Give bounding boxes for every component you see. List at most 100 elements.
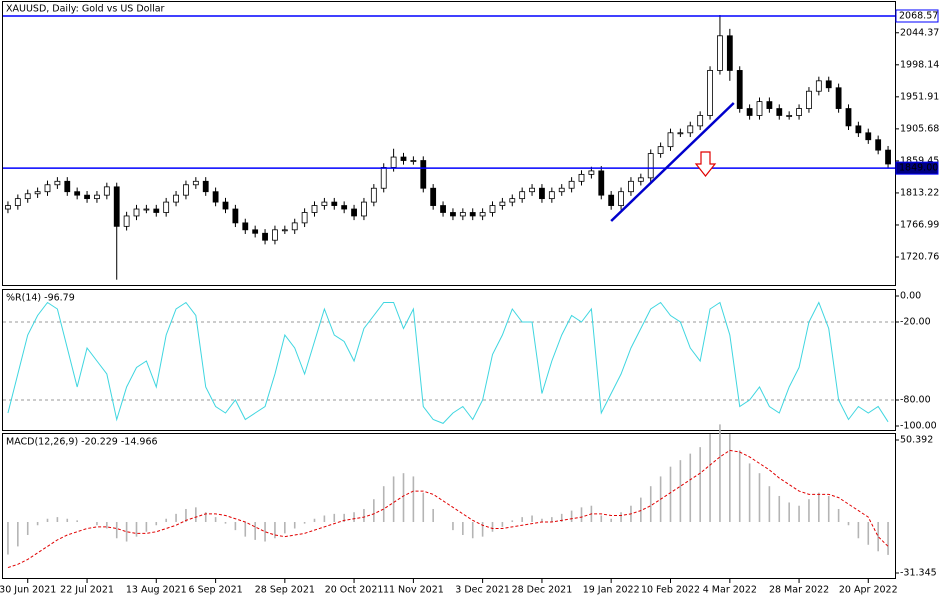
candle-body	[163, 201, 170, 213]
candle-body	[499, 201, 506, 206]
candle-body	[94, 194, 100, 200]
candle-body	[34, 191, 41, 195]
candle-body	[548, 191, 555, 200]
candle-body	[618, 191, 624, 206]
candle-body	[885, 149, 891, 165]
candle-body	[746, 108, 753, 116]
candle-body	[153, 208, 160, 213]
candle-body	[450, 212, 456, 217]
candle-body	[281, 229, 288, 232]
candle-body	[430, 187, 437, 206]
x-tick-label: 28 Dec 2021	[512, 585, 573, 596]
x-tick-label: 22 Jul 2021	[60, 585, 114, 596]
candle-body	[252, 229, 259, 234]
candle-body	[647, 153, 654, 179]
y-tick-label: -80.00	[900, 394, 931, 405]
candle-body	[262, 232, 268, 241]
candle-body	[361, 201, 367, 217]
candle-body	[143, 208, 150, 211]
x-tick-label: 20 Apr 2022	[839, 585, 898, 596]
candle-body	[519, 191, 526, 200]
candle-body	[707, 70, 713, 116]
candle-body	[806, 90, 812, 109]
candle-body	[766, 101, 773, 109]
candle-body	[272, 229, 278, 241]
candle-body	[341, 205, 348, 210]
x-tick-label: 28 Mar 2022	[769, 585, 829, 596]
price-panel	[2, 1, 896, 286]
candle-body	[390, 156, 397, 168]
x-tick-label: 30 Jun 2021	[0, 585, 56, 596]
chart-title: XAUUSD, Daily: Gold vs US Dollar	[6, 4, 165, 15]
candle-body	[84, 194, 90, 200]
candle-body	[192, 180, 199, 186]
candle-body	[687, 125, 694, 134]
y-tick-label: 2044.37	[900, 27, 939, 38]
x-tick-label: 13 Aug 2021	[126, 585, 187, 596]
candle-body	[202, 180, 209, 193]
candle-body	[133, 208, 140, 217]
candle-body	[400, 156, 407, 161]
candle-body	[351, 208, 357, 217]
candle-body	[726, 35, 733, 71]
candle-body	[539, 187, 545, 200]
candle-body	[14, 198, 21, 206]
candle-body	[459, 212, 466, 217]
candle-body	[370, 187, 377, 203]
candle-body	[321, 201, 328, 206]
candle-body	[420, 160, 427, 189]
candle-body	[657, 146, 664, 154]
sell-arrow	[694, 151, 717, 177]
candle-body	[835, 87, 842, 109]
x-tick-label: 6 Sep 2021	[189, 585, 243, 596]
candle-body	[736, 70, 743, 109]
candle-body	[825, 80, 832, 89]
candle-body	[5, 205, 11, 210]
x-tick-label: 19 Jan 2022	[583, 585, 640, 596]
candle-body	[489, 205, 496, 213]
x-tick-label: 3 Dec 2021	[455, 585, 510, 596]
candle-body	[677, 132, 684, 135]
candle-body	[24, 193, 31, 200]
candle-body	[667, 132, 674, 148]
y-tick-label: 50.392	[900, 435, 933, 446]
candle-body	[509, 198, 516, 203]
wpr-panel	[2, 289, 896, 431]
x-tick-label: 28 Sep 2021	[255, 585, 315, 596]
wpr-line	[7, 301, 889, 424]
candle-body	[183, 184, 189, 196]
macd-panel	[2, 433, 896, 579]
candle-body	[628, 180, 634, 193]
candle-body	[242, 222, 249, 231]
candle-body	[865, 132, 872, 141]
indicator-label: %R(14) -96.79	[6, 293, 75, 304]
y-tick-label: 0.00	[900, 291, 921, 302]
candle-body	[44, 184, 51, 193]
candle-body	[291, 222, 298, 231]
candle-body	[578, 173, 585, 182]
candle-body	[568, 180, 575, 189]
signal-line	[7, 449, 889, 569]
candle-body	[815, 80, 822, 92]
candle-body	[103, 186, 110, 196]
level-label: 1849.00	[899, 163, 938, 174]
level-label-box	[895, 9, 939, 23]
candle-body	[637, 177, 644, 182]
candle-body	[845, 108, 852, 127]
candle-body	[756, 101, 763, 116]
candle-body	[54, 180, 61, 186]
candle-body	[875, 139, 882, 151]
candle-body	[529, 187, 535, 193]
candle-body	[301, 212, 308, 224]
candle-body	[479, 212, 486, 217]
candle-body	[598, 170, 605, 196]
candle-body	[311, 205, 318, 213]
candle-body	[608, 194, 615, 206]
candle-body	[380, 167, 387, 189]
y-tick-label: 1859.45	[900, 155, 939, 166]
candle-body	[113, 186, 120, 227]
candle-body	[776, 108, 783, 116]
y-tick-label: 1951.91	[900, 91, 939, 102]
candle-body	[786, 115, 793, 117]
